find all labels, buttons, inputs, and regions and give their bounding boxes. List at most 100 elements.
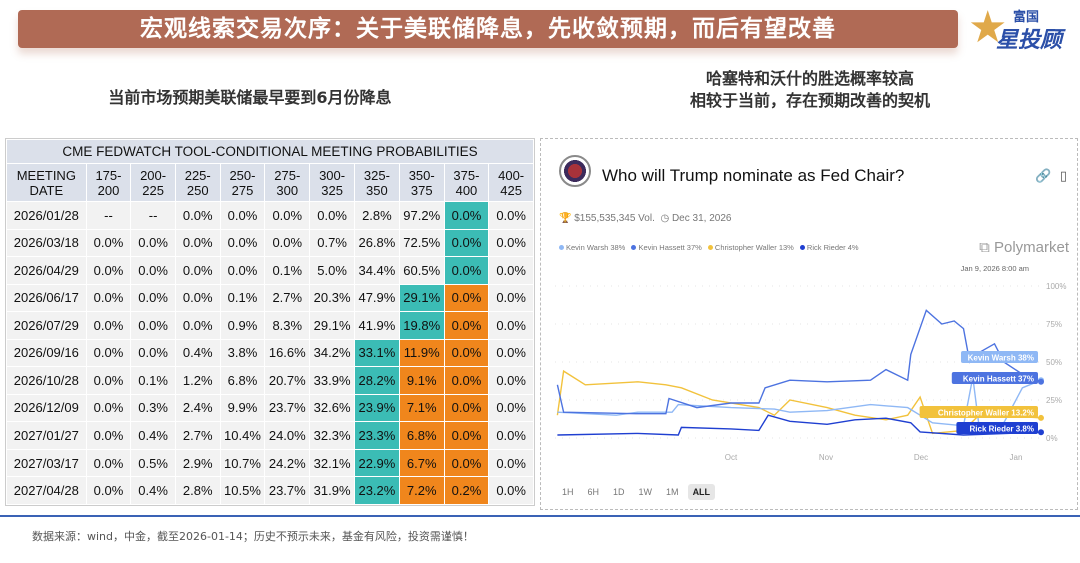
- probability-cell: 97.2%: [398, 201, 445, 230]
- column-header: 300-325: [309, 163, 355, 202]
- series-end-label: Kevin Hassett 37%: [963, 375, 1034, 384]
- probability-cell: 2.8%: [174, 476, 221, 505]
- legend-dot: [707, 245, 713, 250]
- probability-cell: 2.8%: [354, 201, 400, 230]
- series-end-label-bg: [956, 422, 1038, 434]
- tab-1m[interactable]: 1M: [666, 487, 679, 497]
- probability-cell: 47.9%: [354, 283, 400, 313]
- probability-cell: 0.0%: [443, 228, 490, 258]
- probability-cell: 0.0%: [443, 366, 490, 395]
- table-row: 2026/04/29 0.0% 0.0% 0.0% 0.0% 0.1% 5.0% 34.4% 6…: [6, 256, 534, 285]
- table-row: 2026/10/28 0.0% 0.1% 1.2% 6.8% 20.7% 33.9% 28.2…: [6, 366, 534, 395]
- probability-cell: 32.3%: [309, 421, 355, 450]
- table-row: 2026/09/16 0.0% 0.0% 0.4% 3.8% 16.6% 34.2% 33.1…: [6, 338, 534, 368]
- probability-cell: 0.0%: [309, 201, 355, 230]
- probability-cell: 23.3%: [354, 421, 400, 450]
- probability-cell: 0.0%: [85, 256, 132, 285]
- legend-dot: [631, 245, 637, 250]
- probability-cell: 7.2%: [398, 476, 445, 505]
- tab-6h[interactable]: 6H: [587, 487, 600, 497]
- y-tick-label: 0%: [1046, 434, 1058, 443]
- fed-seal-icon: [559, 155, 591, 187]
- clock-icon: ◷: [660, 213, 670, 224]
- probability-cell: 0.0%: [443, 338, 490, 368]
- probability-cell: 11.9%: [398, 338, 445, 368]
- page-title-banner: 宏观线索交易次序：关于美联储降息，先收敛预期，而后有望改善: [18, 10, 958, 48]
- probability-cell: 0.0%: [264, 201, 311, 230]
- y-tick-label: 50%: [1046, 358, 1062, 367]
- tab-1d[interactable]: 1D: [613, 487, 625, 497]
- probability-cell: 23.2%: [354, 476, 400, 505]
- logo-text-bottom: 星投顾: [996, 28, 1063, 53]
- probability-cell: 0.1%: [264, 256, 311, 285]
- right-subtitle-line: 相较于当前，存在预期改善的契机: [689, 91, 930, 110]
- fedwatch-table: CME FEDWATCH TOOL-CONDITIONAL MEETING PR…: [5, 138, 535, 506]
- probability-cell: 0.0%: [85, 283, 132, 313]
- meeting-date-cell: 2026/06/17: [6, 283, 87, 313]
- table-row: 2027/03/17 0.0% 0.5% 2.9% 10.7% 24.2% 32.1% 22.…: [6, 448, 534, 478]
- brand-name: Polymarket: [993, 239, 1069, 256]
- probability-cell: 0.0%: [174, 256, 221, 285]
- logo-text-top: 富国: [1013, 10, 1040, 25]
- probability-cell: 10.7%: [219, 448, 266, 478]
- probability-cell: 0.0%: [174, 228, 221, 258]
- probability-cell: 20.3%: [309, 283, 355, 313]
- probability-cell: 0.0%: [443, 283, 490, 313]
- probability-cell: 24.0%: [264, 421, 311, 450]
- probability-cell: 0.0%: [174, 311, 221, 340]
- bookmark-icon[interactable]: ▯: [1059, 169, 1067, 184]
- column-header: MEETING DATE: [6, 163, 87, 202]
- legend-dot: [559, 245, 564, 250]
- probability-cell: 1.2%: [174, 366, 221, 395]
- probability-cell: 0.0%: [85, 393, 132, 423]
- column-header: 250-275: [219, 163, 266, 202]
- x-tick-label: Jan: [1010, 453, 1023, 462]
- probability-cell: 0.0%: [130, 256, 176, 285]
- probability-cell: 0.0%: [85, 448, 132, 478]
- meeting-date-cell: 2026/03/18: [6, 228, 87, 258]
- series-end-label: Christopher Waller 13.2%: [938, 409, 1034, 418]
- series-end-label-bg: [961, 351, 1038, 363]
- probability-cell: 0.0%: [488, 256, 534, 285]
- probability-cell: 0.1%: [219, 283, 266, 313]
- probability-cell: 6.7%: [398, 448, 445, 478]
- probability-cell: 0.0%: [443, 256, 490, 285]
- tab-1w[interactable]: 1W: [638, 487, 653, 497]
- probability-cell: 9.9%: [219, 393, 266, 423]
- trophy-icon: 🏆: [559, 213, 572, 224]
- probability-cell: 0.4%: [174, 338, 221, 368]
- column-header: 200-225: [130, 163, 176, 202]
- time-range-tabs: 1H 6H 1D 1W 1M ALL: [557, 484, 716, 500]
- y-tick-label: 75%: [1046, 320, 1062, 329]
- probability-cell: 0.2%: [443, 476, 490, 505]
- footer-divider: [0, 515, 1080, 517]
- probability-cell: --: [85, 201, 132, 230]
- probability-cell: 0.0%: [443, 421, 490, 450]
- probability-cell: 0.1%: [130, 366, 176, 395]
- probability-cell: 0.9%: [219, 311, 266, 340]
- table-row: 2026/03/18 0.0% 0.0% 0.0% 0.0% 0.0% 0.7% 26.8% 7…: [6, 228, 534, 258]
- probability-cell: 0.0%: [488, 283, 534, 313]
- tab-1h[interactable]: 1H: [562, 487, 574, 497]
- probability-cell: 28.2%: [354, 366, 400, 395]
- probability-cell: 0.0%: [219, 228, 266, 258]
- probability-cell: 24.2%: [264, 448, 311, 478]
- probability-cell: 0.0%: [130, 228, 176, 258]
- link-icon[interactable]: 🔗: [1035, 169, 1052, 184]
- probability-cell: 23.7%: [264, 476, 311, 505]
- x-tick-label: Nov: [819, 453, 833, 462]
- probability-cell: 20.7%: [264, 366, 311, 395]
- probability-cell: 0.0%: [85, 366, 132, 395]
- probability-cell: 2.9%: [174, 448, 221, 478]
- probability-cell: 2.7%: [264, 283, 311, 313]
- probability-cell: 0.0%: [488, 201, 534, 230]
- probability-cell: 0.0%: [85, 338, 132, 368]
- probability-cell: 29.1%: [398, 283, 445, 313]
- probability-cell: 0.0%: [264, 228, 311, 258]
- tab-all[interactable]: ALL: [687, 484, 716, 500]
- polymarket-card: Who will Trump nominate as Fed Chair? 🔗 …: [540, 138, 1078, 510]
- legend-item: Rick Rieder 4%: [806, 243, 859, 252]
- table-row: 2026/06/17 0.0% 0.0% 0.0% 0.1% 2.7% 20.3% 47.9%…: [6, 283, 534, 313]
- series-end-label-bg: [919, 406, 1038, 418]
- probability-cell: 19.8%: [398, 311, 445, 340]
